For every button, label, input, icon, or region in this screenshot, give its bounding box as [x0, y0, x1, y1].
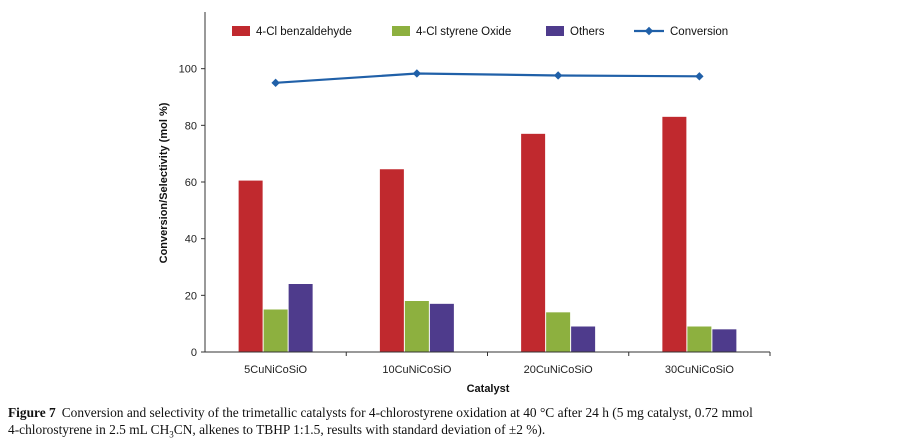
legend-swatch-others — [546, 26, 564, 36]
bar-others — [429, 303, 454, 352]
x-axis-title: Catalyst — [467, 383, 510, 395]
legend-label-4-cl-benzaldehyde: 4-Cl benzaldehyde — [256, 26, 352, 38]
bar-4-cl-styrene-oxide — [404, 301, 429, 352]
bar-others — [712, 329, 737, 352]
caption-line2-rest: CN, alkenes to TBHP 1:1.5, results with … — [173, 422, 546, 437]
legend-swatch-4-cl-styrene-oxide — [392, 26, 410, 36]
y-tick-label: 40 — [185, 234, 197, 246]
legend-marker-conversion — [644, 26, 654, 36]
figure-label: Figure 7 — [8, 405, 56, 420]
x-tick-label: 5CuNiCoSiO — [244, 364, 307, 376]
x-tick-label: 20CuNiCoSiO — [524, 364, 594, 376]
y-tick-label: 100 — [179, 64, 197, 76]
bar-4-cl-benzaldehyde — [521, 133, 546, 352]
y-axis-title: Conversion/Selectivity (mol %) — [158, 102, 170, 263]
bar-others — [288, 284, 313, 352]
figure-caption: Figure 7 Conversion and selectivity of th… — [8, 404, 912, 444]
conversion-point — [695, 72, 704, 81]
legend-swatch-4-cl-benzaldehyde — [232, 26, 250, 36]
bar-4-cl-benzaldehyde — [379, 169, 404, 352]
caption-subscript: 3 — [169, 429, 174, 440]
bar-4-cl-benzaldehyde — [238, 180, 263, 352]
bar-others — [571, 326, 596, 352]
legend-label-4-cl-styrene-oxide: 4-Cl styrene Oxide — [416, 26, 511, 38]
y-tick-label: 60 — [185, 177, 197, 189]
caption-line1: Conversion and selectivity of the trimet… — [61, 405, 753, 420]
legend: 4-Cl benzaldehyde 4-Cl styrene Oxide Other… — [232, 26, 728, 38]
x-tick-label: 10CuNiCoSiO — [382, 364, 452, 376]
series-line-conversion — [275, 72, 700, 84]
x-tick-label: 30CuNiCoSiO — [665, 364, 735, 376]
conversion-point — [412, 69, 422, 78]
conversion-point — [271, 78, 280, 88]
bar-4-cl-styrene-oxide — [546, 312, 571, 352]
conversion-point — [553, 71, 563, 80]
legend-label-conversion: Conversion — [670, 26, 728, 38]
legend-label-others: Others — [570, 26, 605, 38]
bar-4-cl-styrene-oxide — [687, 326, 712, 352]
y-tick-label: 20 — [185, 290, 197, 302]
bar-4-cl-styrene-oxide — [263, 309, 288, 352]
y-tick-label: 0 — [191, 347, 197, 359]
y-tick-label: 80 — [185, 120, 197, 132]
bar-4-cl-benzaldehyde — [662, 116, 687, 352]
caption-line2-pre: 4-chlorostyrene in 2.5 mL CH — [8, 422, 170, 437]
chart: 0 20 40 60 80 100 5CuNiCoSiO 10CuNiCoSiO 20CuNiC… — [158, 12, 771, 395]
